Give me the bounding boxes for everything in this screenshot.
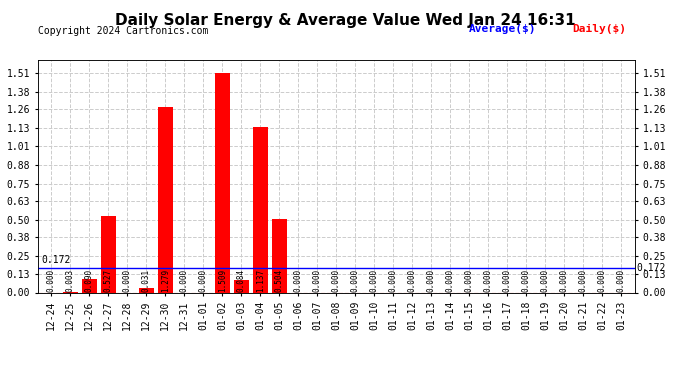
Text: 0.000: 0.000 [465, 268, 474, 292]
Text: 0.000: 0.000 [579, 268, 588, 292]
Text: Daily($): Daily($) [573, 24, 627, 34]
Bar [158, 106, 173, 292]
Text: 0.000: 0.000 [332, 268, 341, 292]
Text: 0.000: 0.000 [370, 268, 379, 292]
Text: 0.084: 0.084 [237, 268, 246, 292]
Text: 0.090: 0.090 [85, 268, 94, 292]
Text: 0.000: 0.000 [294, 268, 303, 292]
Bar [215, 73, 230, 292]
Text: 0.003: 0.003 [66, 268, 75, 292]
Bar [139, 288, 154, 292]
Text: 0.000: 0.000 [199, 268, 208, 292]
Text: 0.000: 0.000 [541, 268, 550, 292]
Text: 0.172: 0.172 [42, 255, 71, 266]
Text: 1.509: 1.509 [218, 268, 227, 292]
Text: 0.172: 0.172 [636, 262, 665, 273]
Text: 0.000: 0.000 [180, 268, 189, 292]
Text: 0.000: 0.000 [427, 268, 436, 292]
Bar [81, 279, 97, 292]
Text: 0.000: 0.000 [503, 268, 512, 292]
Text: 0.000: 0.000 [560, 268, 569, 292]
Text: 0.000: 0.000 [408, 268, 417, 292]
Bar [101, 216, 116, 292]
Text: 0.031: 0.031 [142, 268, 151, 292]
Text: 0.000: 0.000 [47, 268, 56, 292]
Text: 0.000: 0.000 [446, 268, 455, 292]
Text: 1.137: 1.137 [256, 268, 265, 292]
Text: 0.000: 0.000 [617, 268, 626, 292]
Text: 0.527: 0.527 [104, 268, 112, 292]
Bar [272, 219, 287, 292]
Text: 1.279: 1.279 [161, 268, 170, 292]
Text: 0.000: 0.000 [389, 268, 398, 292]
Text: 0.000: 0.000 [351, 268, 360, 292]
Text: 0.000: 0.000 [484, 268, 493, 292]
Text: 0.000: 0.000 [598, 268, 607, 292]
Text: 0.000: 0.000 [313, 268, 322, 292]
Text: 0.000: 0.000 [522, 268, 531, 292]
Bar [234, 280, 249, 292]
Text: Copyright 2024 Cartronics.com: Copyright 2024 Cartronics.com [38, 26, 208, 36]
Bar [253, 127, 268, 292]
Text: Average($): Average($) [469, 24, 537, 34]
Text: 0.504: 0.504 [275, 268, 284, 292]
Text: 0.000: 0.000 [123, 268, 132, 292]
Text: Daily Solar Energy & Average Value Wed Jan 24 16:31: Daily Solar Energy & Average Value Wed J… [115, 13, 575, 28]
